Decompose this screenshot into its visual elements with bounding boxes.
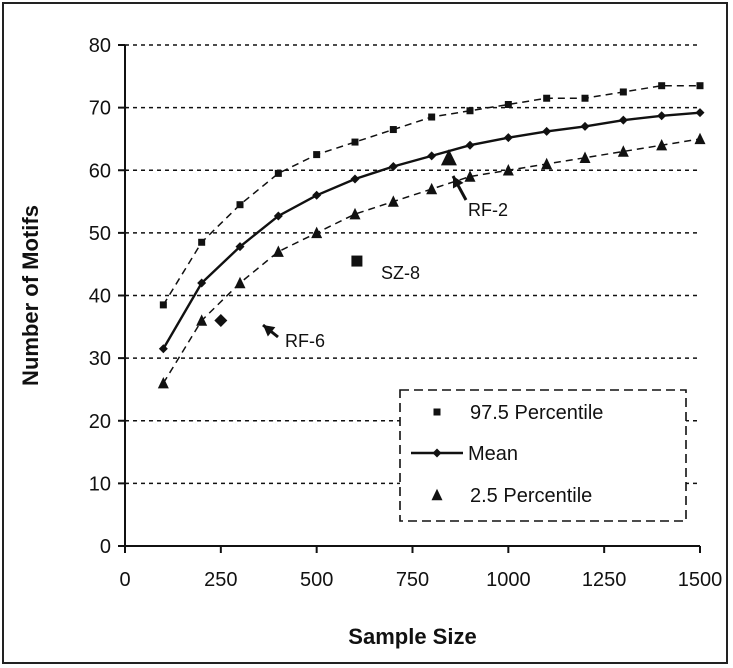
data-point-square xyxy=(466,107,474,115)
x-tick-label: 0 xyxy=(119,569,130,591)
legend: 97.5 Percentile Mean 2.5 Percentile xyxy=(399,389,687,522)
data-point-diamond xyxy=(695,108,705,118)
annotation-marker-rf-6 xyxy=(214,314,228,328)
data-point-square xyxy=(159,301,167,309)
data-point-triangle xyxy=(157,376,169,389)
data-point-square xyxy=(428,113,436,121)
data-point-square xyxy=(274,169,282,177)
annotation-label-sz-8: SZ-8 xyxy=(381,263,420,283)
annotation-marker-sz-8 xyxy=(351,255,363,267)
data-point-triangle xyxy=(541,157,553,170)
legend-label: 97.5 Percentile xyxy=(470,402,603,424)
data-point-square xyxy=(504,100,512,108)
data-point-triangle xyxy=(387,195,399,207)
data-point-square xyxy=(658,82,666,90)
data-point-diamond xyxy=(580,121,590,131)
data-point-triangle xyxy=(311,226,323,239)
data-point-diamond xyxy=(542,126,552,136)
data-point-square xyxy=(389,126,397,134)
data-point-square xyxy=(198,238,206,246)
x-tick-label: 1000 xyxy=(486,569,531,591)
data-point-square xyxy=(543,94,551,102)
data-point-diamond xyxy=(312,190,322,200)
data-point-square xyxy=(696,82,704,90)
annotations: RF-6 SZ-8 RF-2 xyxy=(214,149,508,351)
x-tick-label: 500 xyxy=(300,569,333,591)
data-point-triangle xyxy=(502,164,514,176)
legend-label: Mean xyxy=(468,443,518,465)
legend-marker-diamond xyxy=(432,448,442,458)
y-tick-label: 40 xyxy=(89,286,111,308)
y-tick-label: 80 xyxy=(89,35,111,57)
legend-marker-square xyxy=(433,408,441,416)
data-point-square xyxy=(351,138,359,146)
annotation-label-rf-6: RF-6 xyxy=(285,331,325,351)
data-point-square xyxy=(619,88,627,96)
data-point-square xyxy=(313,151,321,159)
y-tick-label: 20 xyxy=(89,411,111,433)
data-point-triangle xyxy=(579,151,591,163)
data-point-triangle xyxy=(694,132,706,145)
axes: 0 10 20 30 40 50 60 70 80 0 250 500 750 1000 1250 1500 xyxy=(89,35,723,591)
data-point-triangle xyxy=(234,276,246,289)
data-point-diamond xyxy=(657,111,667,121)
data-point-diamond xyxy=(388,161,398,171)
data-point-triangle xyxy=(196,314,208,326)
data-point-diamond xyxy=(503,133,513,143)
y-tick-label: 50 xyxy=(89,223,111,245)
data-point-diamond xyxy=(273,211,283,221)
y-tick-label: 0 xyxy=(100,536,111,558)
annotation-arrowhead-rf-2 xyxy=(452,176,464,189)
data-point-square xyxy=(236,201,244,209)
data-point-diamond xyxy=(158,344,168,354)
x-axis-title: Sample Size xyxy=(348,624,476,649)
legend-label: 2.5 Percentile xyxy=(470,485,592,507)
annotation-arrowhead-rf-6 xyxy=(263,325,276,337)
data-point-diamond xyxy=(197,278,207,288)
legend-marker-triangle xyxy=(431,488,443,501)
annotation-marker-rf-2 xyxy=(440,149,457,166)
data-point-diamond xyxy=(427,151,437,161)
data-point-triangle xyxy=(349,207,361,220)
annotation-label-rf-2: RF-2 xyxy=(468,200,508,220)
data-point-triangle xyxy=(426,182,438,195)
data-point-diamond xyxy=(618,115,628,125)
data-point-diamond xyxy=(235,242,245,252)
series-line-diamond xyxy=(162,111,701,350)
data-series xyxy=(157,82,706,389)
y-tick-label: 10 xyxy=(89,473,111,495)
series-line-triangle xyxy=(162,138,701,384)
data-point-diamond xyxy=(465,140,475,150)
y-tick-label: 70 xyxy=(89,98,111,120)
y-tick-label: 60 xyxy=(89,160,111,182)
x-tick-label: 1250 xyxy=(582,569,627,591)
data-point-triangle xyxy=(617,145,629,157)
y-tick-label: 30 xyxy=(89,348,111,370)
y-axis-title: Number of Motifs xyxy=(18,205,43,386)
x-tick-label: 250 xyxy=(204,569,237,591)
data-point-square xyxy=(581,94,589,102)
x-tick-label: 750 xyxy=(396,569,429,591)
data-point-diamond xyxy=(350,174,360,184)
data-point-triangle xyxy=(464,170,476,182)
data-point-triangle xyxy=(272,245,284,257)
data-point-triangle xyxy=(656,138,668,151)
legend-box xyxy=(399,389,687,522)
x-tick-label: 1500 xyxy=(678,569,723,591)
